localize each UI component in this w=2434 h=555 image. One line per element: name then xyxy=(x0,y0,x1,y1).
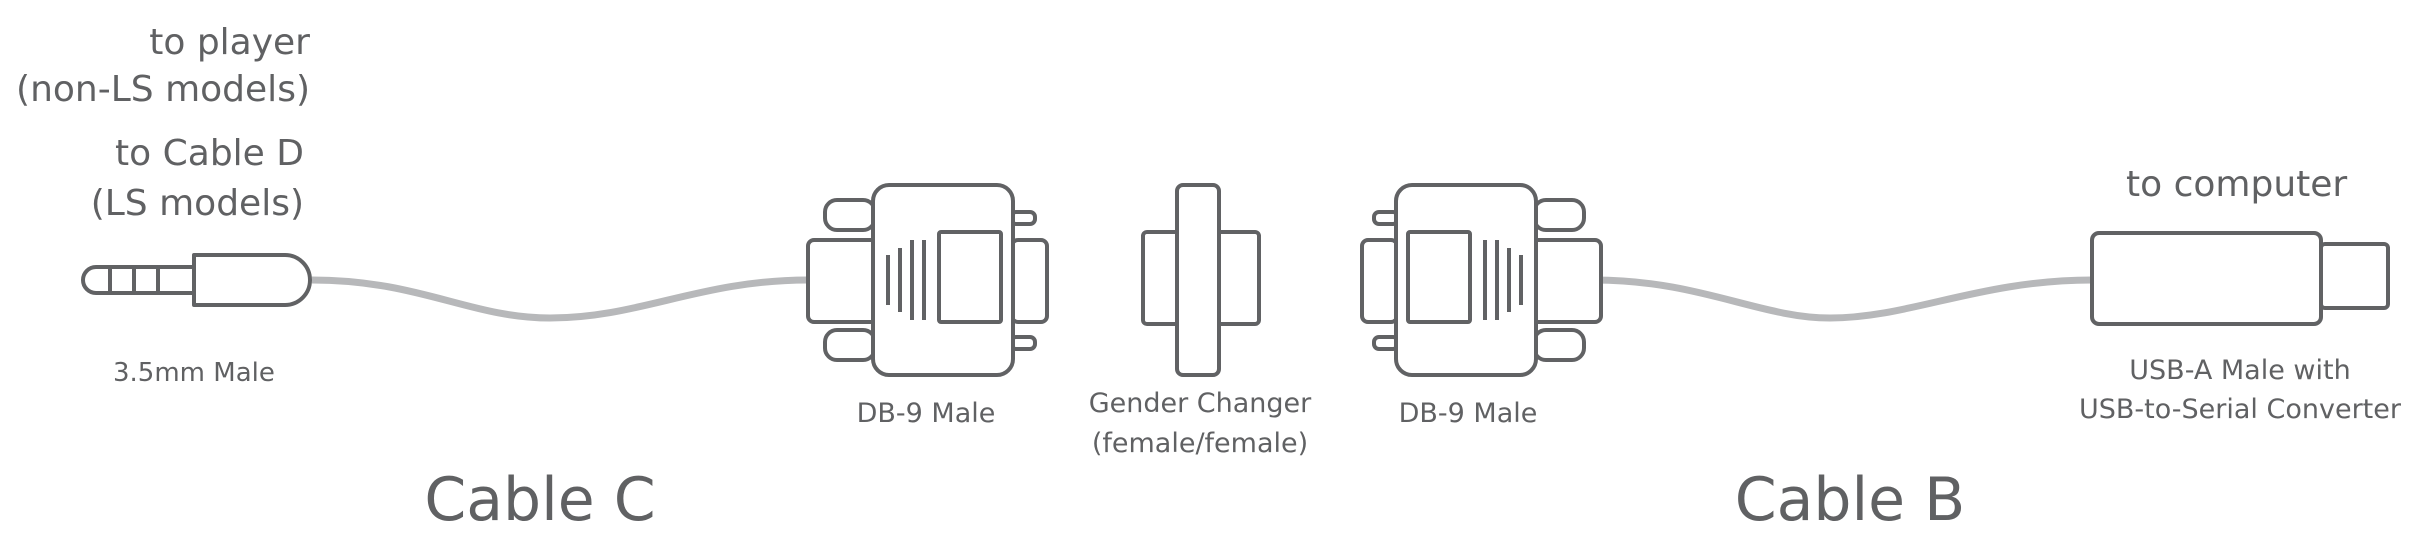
db9-left-icon xyxy=(806,183,1049,377)
label-to-computer: to computer xyxy=(2126,164,2348,205)
label-to-cable-d: to Cable D xyxy=(115,133,304,174)
label-usb-a: USB-A Male with xyxy=(2129,355,2351,386)
audio-jack-icon xyxy=(81,253,312,307)
usb-connector-icon xyxy=(2090,231,2390,326)
cable-b-title: Cable B xyxy=(1734,465,1966,535)
cable-c-wire xyxy=(311,276,809,322)
label-jack: 3.5mm Male xyxy=(113,358,275,388)
label-usb-serial: USB-to-Serial Converter xyxy=(2079,394,2401,425)
label-non-ls-models: (non-LS models) xyxy=(16,69,310,110)
label-female-female: (female/female) xyxy=(1091,428,1309,459)
cable-c-title: Cable C xyxy=(424,465,656,535)
cable-b-wire xyxy=(1593,276,2093,322)
label-gender-changer: Gender Changer xyxy=(1088,388,1312,419)
label-ls-models: (LS models) xyxy=(90,183,304,224)
gender-changer-icon xyxy=(1141,183,1261,377)
db9-right-icon xyxy=(1360,183,1603,377)
label-db9-right: DB-9 Male xyxy=(1398,398,1538,429)
label-db9-left: DB-9 Male xyxy=(856,398,996,429)
label-to-player: to player xyxy=(149,22,310,63)
